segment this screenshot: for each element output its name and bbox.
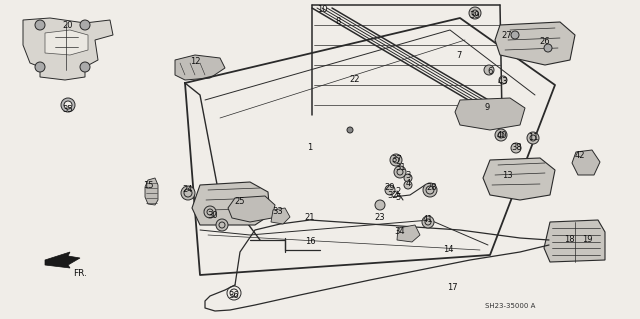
Text: 36: 36	[228, 291, 239, 300]
Polygon shape	[271, 208, 290, 224]
Text: SH23-35000 A: SH23-35000 A	[485, 303, 535, 309]
Text: 37: 37	[392, 155, 403, 165]
Circle shape	[347, 127, 353, 133]
Text: 31: 31	[396, 164, 406, 173]
Text: 41: 41	[423, 216, 433, 225]
Text: 1: 1	[307, 144, 312, 152]
Polygon shape	[397, 225, 420, 242]
Polygon shape	[572, 150, 600, 175]
Text: 28: 28	[427, 183, 437, 192]
Text: 22: 22	[349, 76, 360, 85]
Polygon shape	[192, 182, 270, 225]
Text: 6: 6	[487, 68, 493, 77]
Text: 16: 16	[305, 238, 316, 247]
Text: 43: 43	[498, 78, 508, 86]
Text: 12: 12	[189, 57, 200, 66]
Text: 42: 42	[575, 151, 585, 160]
Circle shape	[35, 62, 45, 72]
Polygon shape	[45, 30, 88, 55]
Text: 40: 40	[497, 130, 508, 139]
Circle shape	[404, 174, 412, 182]
Text: 23: 23	[374, 213, 385, 222]
Text: 10: 10	[317, 5, 327, 14]
Circle shape	[394, 166, 406, 178]
Circle shape	[204, 206, 216, 218]
Circle shape	[527, 132, 539, 144]
Text: 26: 26	[540, 38, 550, 47]
Circle shape	[181, 186, 195, 200]
Text: 33: 33	[273, 207, 284, 217]
Circle shape	[404, 181, 412, 189]
Polygon shape	[23, 18, 113, 80]
Text: FR.: FR.	[73, 269, 87, 278]
Polygon shape	[145, 178, 158, 205]
Polygon shape	[495, 22, 575, 65]
Text: 13: 13	[502, 170, 512, 180]
Circle shape	[390, 154, 402, 166]
Circle shape	[544, 44, 552, 52]
Text: 20: 20	[63, 20, 73, 29]
Text: 32: 32	[388, 191, 398, 201]
Circle shape	[80, 20, 90, 30]
Text: 3: 3	[405, 172, 411, 181]
Circle shape	[484, 65, 494, 75]
Circle shape	[385, 185, 395, 195]
Text: 4: 4	[405, 179, 411, 188]
Circle shape	[80, 62, 90, 72]
Polygon shape	[544, 220, 605, 262]
Circle shape	[423, 183, 437, 197]
Text: 35: 35	[63, 106, 74, 115]
Text: 11: 11	[528, 133, 538, 143]
Text: 2: 2	[396, 187, 401, 196]
Circle shape	[499, 76, 507, 84]
Text: 24: 24	[183, 186, 193, 195]
Circle shape	[35, 20, 45, 30]
Polygon shape	[483, 158, 555, 200]
Polygon shape	[455, 98, 525, 130]
Circle shape	[64, 101, 72, 109]
Circle shape	[495, 129, 507, 141]
Text: 30: 30	[208, 211, 218, 219]
Text: 17: 17	[447, 284, 458, 293]
Circle shape	[422, 216, 434, 228]
Text: 25: 25	[235, 197, 245, 206]
Polygon shape	[45, 252, 80, 268]
Text: 18: 18	[564, 235, 574, 244]
Text: 21: 21	[305, 213, 316, 222]
Circle shape	[216, 219, 228, 231]
Text: 27: 27	[502, 31, 512, 40]
Circle shape	[61, 98, 75, 112]
Text: 19: 19	[582, 235, 592, 244]
Circle shape	[511, 31, 519, 39]
Text: 5: 5	[396, 194, 401, 203]
Text: 15: 15	[143, 181, 153, 189]
Text: 34: 34	[395, 227, 405, 236]
Circle shape	[469, 7, 481, 19]
Circle shape	[511, 143, 521, 153]
Text: 8: 8	[335, 18, 340, 26]
Text: 39: 39	[470, 11, 480, 19]
Text: 7: 7	[456, 50, 461, 60]
Text: 38: 38	[511, 144, 522, 152]
Text: 9: 9	[484, 103, 490, 113]
Polygon shape	[228, 196, 275, 222]
Polygon shape	[175, 55, 225, 80]
Text: 29: 29	[385, 183, 396, 192]
Circle shape	[375, 200, 385, 210]
Text: 14: 14	[443, 246, 453, 255]
